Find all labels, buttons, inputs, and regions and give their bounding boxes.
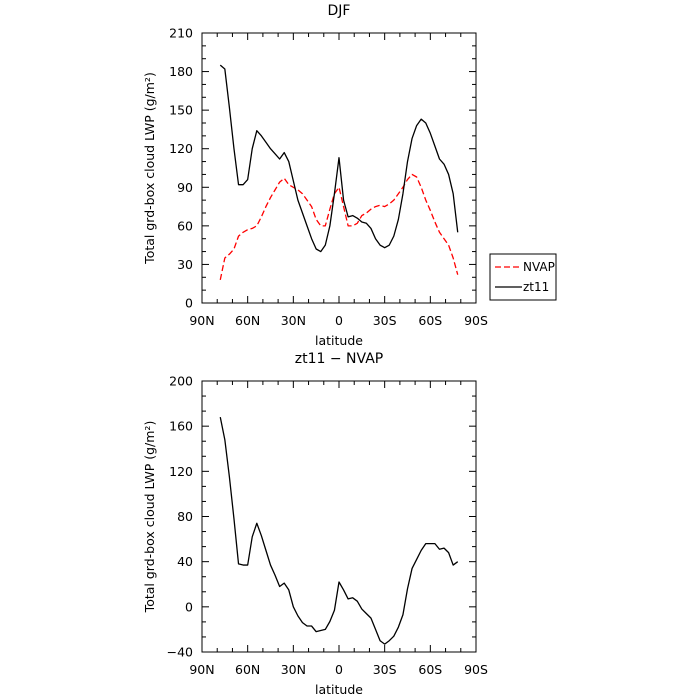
chart-title: zt11 − NVAP (295, 351, 383, 367)
y-tick-label: 200 (169, 374, 193, 389)
series-line-nvap (219, 173, 459, 280)
legend-label: NVAP (523, 260, 555, 274)
x-tick-label: 90N (189, 313, 214, 328)
y-tick-label: 30 (177, 257, 193, 272)
y-axis-label: Total grd-box cloud LWP (g/m²) (142, 421, 157, 614)
x-tick-label: 30S (373, 662, 397, 677)
x-tick-label: 30S (373, 313, 397, 328)
y-tick-label: 0 (185, 599, 193, 614)
y-tick-label: 150 (169, 103, 193, 118)
legend-label: zt11 (523, 280, 549, 294)
y-tick-label: 120 (169, 464, 193, 479)
legend: NVAP zt11 (489, 253, 557, 301)
y-axis-label: Total grd-box cloud LWP (g/m²) (142, 72, 157, 265)
legend-box (489, 253, 557, 301)
x-axis-label: latitude (315, 333, 363, 348)
x-tick-label: 0 (335, 313, 343, 328)
x-tick-label: 90S (464, 662, 488, 677)
y-tick-label: 0 (185, 296, 193, 311)
plot-frame (201, 380, 477, 653)
x-tick-label: 60S (418, 313, 442, 328)
y-tick-label: 80 (177, 509, 193, 524)
x-axis-label: latitude (315, 682, 363, 697)
y-tick-label: 120 (169, 141, 193, 156)
y-tick-label: −40 (167, 645, 193, 660)
chart-title: DJF (328, 3, 351, 19)
x-tick-label: 90S (464, 313, 488, 328)
y-tick-label: 60 (177, 218, 193, 233)
plot-frame (201, 32, 477, 304)
x-tick-label: 90N (189, 662, 214, 677)
x-tick-label: 30N (281, 662, 306, 677)
y-tick-label: 210 (169, 26, 193, 41)
series-line-zt11 (219, 64, 459, 253)
x-tick-label: 30N (281, 313, 306, 328)
panel2: zt11 − NVAP 90N 60N 30N 0 30S 60S 90S −40 0 40 80 12… (142, 351, 488, 697)
y-tick-label: 90 (177, 180, 193, 195)
y-tick-label: 160 (169, 419, 193, 434)
y-tick-label: 40 (177, 554, 193, 569)
x-tick-label: 60N (235, 662, 260, 677)
x-tick-label: 0 (335, 662, 343, 677)
series-line-difference (219, 417, 459, 645)
panel1: DJF 90N 60N 30N 0 30S 60S 90S 0 30 60 90 120 150 180 21… (142, 3, 557, 348)
y-tick-label: 180 (169, 64, 193, 79)
x-tick-label: 60N (235, 313, 260, 328)
x-tick-label: 60S (418, 662, 442, 677)
